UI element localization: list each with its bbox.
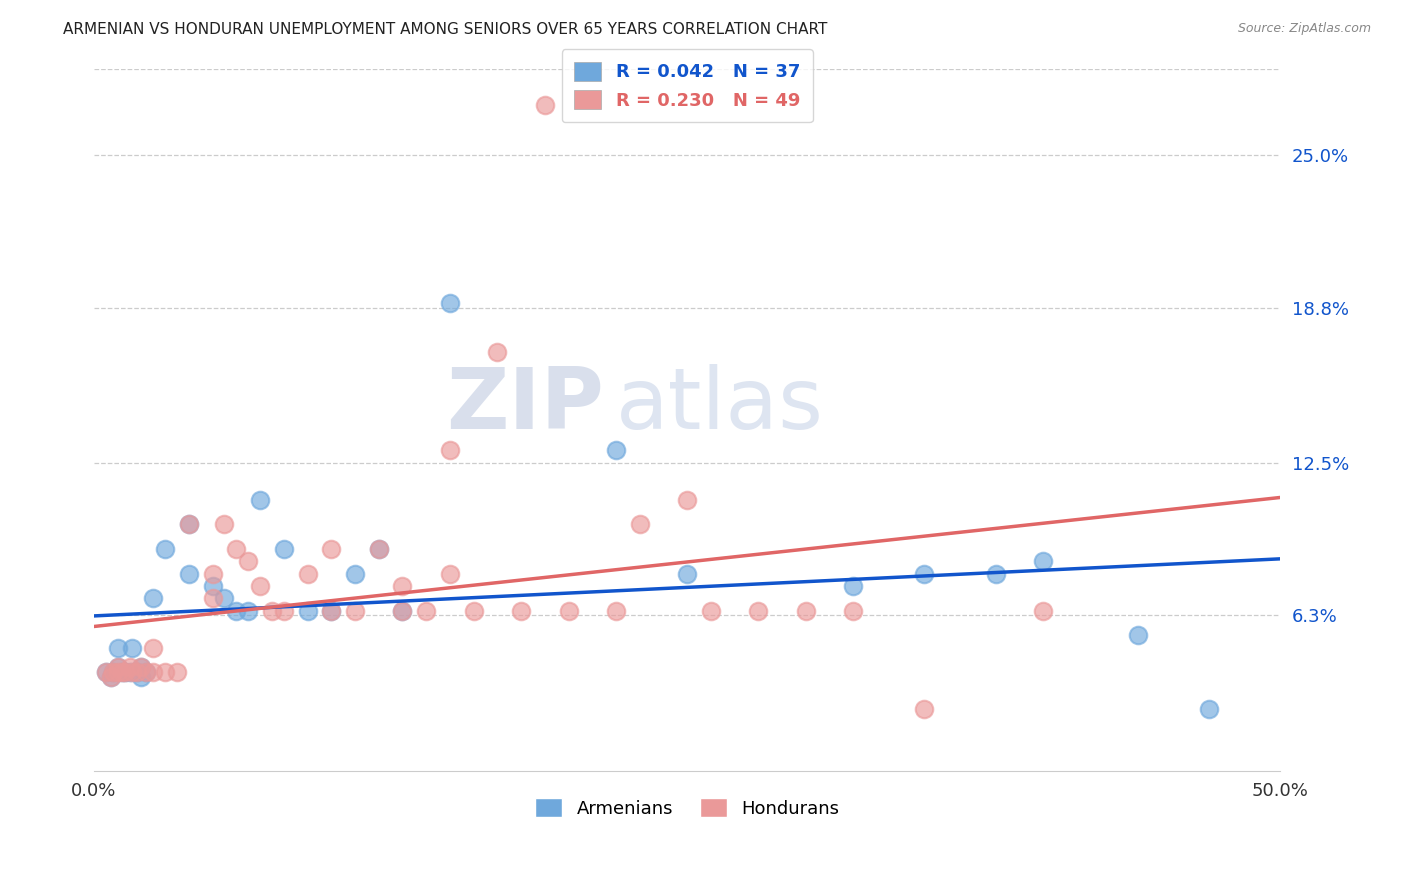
Point (201, 566, 224, 581)
Point (214, 591, 236, 606)
Point (676, 492, 699, 507)
Point (121, 665, 143, 680)
Point (131, 670, 153, 684)
Point (177, 517, 200, 532)
Text: atlas: atlas (616, 364, 824, 447)
Point (842, 579, 865, 593)
Point (142, 640, 165, 655)
Point (201, 579, 224, 593)
Text: Source: ZipAtlas.com: Source: ZipAtlas.com (1237, 22, 1371, 36)
Text: ZIP: ZIP (446, 364, 605, 447)
Point (486, 344, 509, 359)
Point (153, 665, 176, 680)
Point (321, 603, 343, 617)
Point (1032, 603, 1054, 617)
Point (391, 579, 413, 593)
Point (100, 670, 122, 684)
Point (201, 591, 224, 606)
Point (367, 541, 389, 556)
Point (121, 640, 143, 655)
Legend: Armenians, Hondurans: Armenians, Hondurans (527, 791, 846, 825)
Point (273, 603, 295, 617)
Point (238, 554, 260, 568)
Point (135, 665, 157, 680)
Point (914, 702, 936, 716)
Point (135, 665, 157, 680)
Point (676, 566, 699, 581)
Point (557, 603, 579, 617)
Point (166, 665, 188, 680)
Point (605, 443, 627, 458)
Point (510, 603, 533, 617)
Point (628, 517, 651, 532)
Point (94, 665, 117, 680)
Point (114, 665, 136, 680)
Point (439, 443, 461, 458)
Text: ARMENIAN VS HONDURAN UNEMPLOYMENT AMONG SENIORS OVER 65 YEARS CORRELATION CHART: ARMENIAN VS HONDURAN UNEMPLOYMENT AMONG … (63, 22, 828, 37)
Point (118, 660, 141, 674)
Point (1198, 702, 1220, 716)
Point (225, 541, 247, 556)
Point (605, 603, 627, 617)
Point (747, 603, 769, 617)
Point (100, 670, 122, 684)
Point (101, 665, 124, 680)
Point (321, 603, 343, 617)
Point (391, 603, 413, 617)
Point (415, 603, 437, 617)
Point (842, 603, 865, 617)
Point (321, 541, 343, 556)
Point (142, 665, 165, 680)
Point (260, 603, 283, 617)
Point (101, 665, 124, 680)
Point (367, 541, 389, 556)
Point (131, 660, 153, 674)
Point (1032, 554, 1054, 568)
Point (343, 603, 366, 617)
Y-axis label: Unemployment Among Seniors over 65 years: Unemployment Among Seniors over 65 years (0, 245, 7, 594)
Point (111, 665, 134, 680)
Point (153, 541, 176, 556)
Point (249, 492, 271, 507)
Point (533, 98, 555, 112)
Point (984, 566, 1007, 581)
Point (914, 566, 936, 581)
Point (107, 640, 129, 655)
Point (177, 517, 200, 532)
Point (297, 603, 319, 617)
Point (794, 603, 817, 617)
Point (225, 603, 247, 617)
Point (107, 660, 129, 674)
Point (343, 566, 366, 581)
Point (463, 603, 485, 617)
Point (1126, 628, 1149, 642)
Point (142, 591, 165, 606)
Point (297, 566, 319, 581)
Point (118, 665, 141, 680)
Point (273, 541, 295, 556)
Point (114, 665, 136, 680)
Point (125, 665, 148, 680)
Point (177, 566, 200, 581)
Point (700, 603, 723, 617)
Point (238, 603, 260, 617)
Point (125, 665, 148, 680)
Point (391, 603, 413, 617)
Point (111, 665, 134, 680)
Point (439, 566, 461, 581)
Point (94, 665, 117, 680)
Point (131, 660, 153, 674)
Point (107, 665, 129, 680)
Point (249, 579, 271, 593)
Point (214, 517, 236, 532)
Point (439, 295, 461, 310)
Point (107, 660, 129, 674)
